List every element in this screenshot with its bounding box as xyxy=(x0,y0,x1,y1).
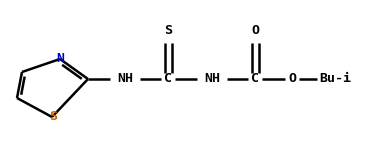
Text: S: S xyxy=(49,111,57,124)
Text: C: C xyxy=(164,73,172,86)
Text: NH: NH xyxy=(204,73,220,86)
Text: NH: NH xyxy=(117,73,133,86)
Text: O: O xyxy=(288,73,296,86)
Text: N: N xyxy=(56,53,64,66)
Text: Bu-i: Bu-i xyxy=(319,73,351,86)
Text: C: C xyxy=(251,73,259,86)
Text: S: S xyxy=(164,24,172,38)
Text: O: O xyxy=(251,24,259,38)
